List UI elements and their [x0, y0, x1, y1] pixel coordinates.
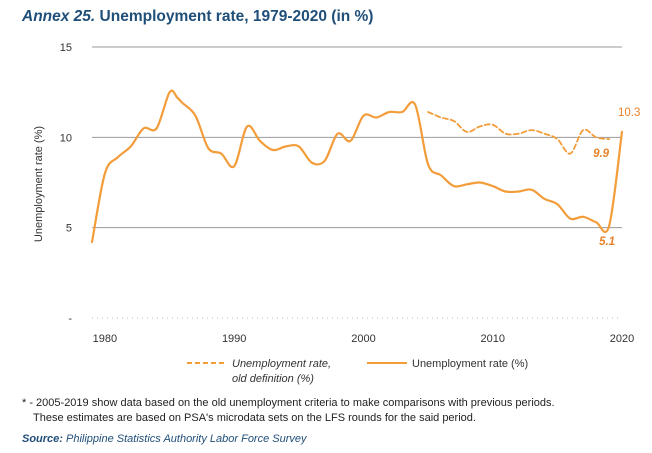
grid-lines	[92, 46, 622, 319]
legend-label-old-definition-2: old definition (%)	[232, 373, 314, 385]
data-label-10-3: 10.3	[618, 107, 640, 119]
source-text: Philippine Statistics Authority Labor Fo…	[62, 433, 307, 445]
series-line-unemployment	[90, 89, 624, 244]
y-tick-label-10: 10	[60, 132, 72, 144]
y-axis-label: Unemployment rate (%)	[33, 126, 45, 242]
footnote-line-2: These estimates are based on PSA's micro…	[33, 411, 476, 424]
legend-label-old-definition-1: Unemployment rate,	[232, 358, 331, 370]
x-tick-label-1980: 1980	[93, 333, 117, 345]
legend: Unemployment rate, old definition (%) Un…	[187, 358, 528, 385]
legend-label-unemployment: Unemployment rate (%)	[412, 358, 528, 370]
y-axis-ticks: - 5 10 15	[60, 42, 73, 325]
source-label: Source:	[22, 433, 63, 445]
x-tick-label-2020: 2020	[610, 333, 634, 345]
x-tick-label-1990: 1990	[222, 333, 246, 345]
footnote: * - 2005-2019 show data based on the old…	[22, 396, 555, 425]
data-label-5-1: 5.1	[599, 236, 615, 248]
chart-title-prefix: Annex 25.	[22, 8, 96, 25]
y-tick-label-0: -	[68, 313, 72, 325]
x-tick-label-2000: 2000	[351, 333, 375, 345]
y-tick-label-5: 5	[66, 223, 72, 235]
chart-title: Annex 25. Unemployment rate, 1979-2020 (…	[22, 8, 373, 26]
footnote-line-1: * - 2005-2019 show data based on the old…	[22, 397, 555, 409]
x-tick-label-2010: 2010	[480, 333, 504, 345]
x-axis-ticks: 1980 1990 2000 2010 2020	[93, 333, 635, 345]
y-tick-label-15: 15	[60, 42, 72, 54]
data-labels: 10.3 9.9 5.1	[593, 107, 640, 248]
series-lines	[90, 89, 624, 244]
chart-title-text: Unemployment rate, 1979-2020 (in %)	[95, 8, 374, 25]
series-line-old-definition	[427, 111, 610, 155]
data-label-9-9: 9.9	[593, 148, 610, 160]
source-note: Source: Philippine Statistics Authority …	[22, 433, 307, 445]
